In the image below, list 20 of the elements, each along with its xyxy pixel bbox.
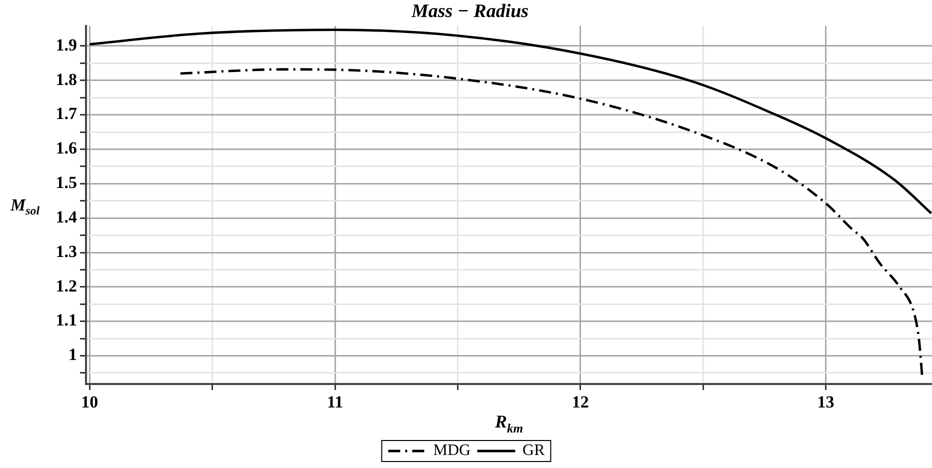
y-tick-label: 1.8	[56, 70, 77, 89]
y-tick-label: 1.9	[56, 35, 77, 54]
line-series	[88, 28, 932, 214]
x-tick-label: 11	[327, 392, 344, 412]
y-tick-label: 1.4	[56, 207, 78, 226]
legend-label: GR	[522, 442, 545, 460]
legend-label: MDG	[433, 442, 471, 460]
y-tick-label: 1.2	[56, 276, 77, 296]
x-axis-title: R$_{km}$	[494, 412, 524, 436]
y-tick-label: 1.5	[56, 173, 77, 192]
x-tick-label: 13	[817, 392, 834, 412]
x-tick-label: 10	[81, 392, 98, 412]
chart-title: Mass − Radius	[411, 1, 529, 23]
y-tick-label: 1	[68, 345, 77, 364]
y-axis-title: M$_{sol}$	[10, 195, 40, 219]
y-tick-label: 1.3	[56, 242, 77, 261]
y-tick-label: 1.7	[56, 104, 78, 124]
x-tick-label: 12	[572, 392, 589, 412]
y-tick-label: 1.1	[56, 310, 77, 330]
y-tick-label: 1.6	[56, 138, 77, 158]
